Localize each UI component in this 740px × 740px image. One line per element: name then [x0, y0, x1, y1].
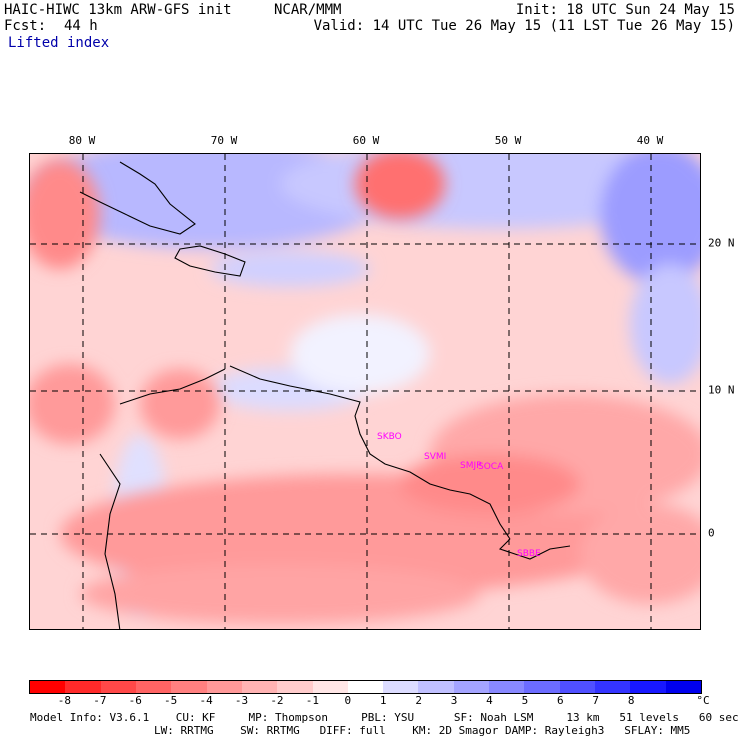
org-label: NCAR/MMM	[274, 2, 342, 18]
lon-label-60w: 60 W	[352, 134, 380, 147]
colorbar-tick-label: -7	[93, 694, 107, 707]
colorbar-swatch	[418, 681, 454, 693]
lat-lon-grid	[30, 154, 700, 629]
model-physics: LW: RRTMG SW: RRTMG DIFF: full KM: 2D Sm…	[154, 724, 691, 737]
colorbar-tick-label: 1	[379, 694, 387, 707]
map-canvas	[30, 154, 700, 629]
lon-label-50w: 50 W	[494, 134, 522, 147]
lifted-index-map	[29, 153, 701, 630]
valid-time: Valid: 14 UTC Tue 26 May 15 (11 LST Tue …	[313, 18, 735, 34]
colorbar-swatch	[241, 681, 278, 693]
lat-label-0: 0	[708, 526, 715, 540]
station-sbbe: SBBE	[517, 549, 541, 559]
colorbar-swatch	[665, 681, 701, 693]
colorbar-tick-label: 8	[627, 694, 635, 707]
colorbar-swatch	[171, 681, 207, 693]
colorbar-tick-label: -5	[164, 694, 178, 707]
colorbar-tick-label: 7	[592, 694, 600, 707]
lon-label-40w: 40 W	[636, 134, 664, 147]
colorbar-unit: °C	[696, 694, 710, 707]
colorbar-tick-label: -1	[305, 694, 319, 707]
colorbar-swatch	[312, 681, 348, 693]
colorbar-swatch	[453, 681, 490, 693]
station-svmi: SVMI	[424, 452, 447, 462]
field-name: Lifted index	[8, 35, 110, 51]
init-time: Init: 18 UTC Sun 24 May 15	[515, 2, 735, 18]
colorbar-tick-label: 4	[486, 694, 493, 707]
colorbar-tick-label: -4	[199, 694, 213, 707]
forecast-label: Fcst:	[4, 18, 47, 34]
coastlines	[79, 161, 571, 629]
colorbar-tick-label: -6	[128, 694, 142, 707]
colorbar-tick-label: 6	[557, 694, 564, 707]
forecast-hour: 44 h	[64, 18, 98, 34]
model-title: HAIC-HIWC 13km ARW-GFS init	[4, 2, 232, 18]
colorbar-swatch	[489, 681, 525, 693]
lat-label-20n: 20 N	[708, 236, 735, 250]
colorbar-swatch	[30, 681, 66, 693]
colorbar-swatch	[559, 681, 595, 693]
colorbar-tick-label: -3	[234, 694, 249, 707]
colorbar-swatch	[347, 681, 384, 693]
colorbar-swatch	[383, 681, 419, 693]
colorbar-swatch	[65, 681, 101, 693]
colorbar-swatch	[100, 681, 136, 693]
lon-label-70w: 70 W	[210, 134, 238, 147]
colorbar-swatch	[524, 681, 560, 693]
colorbar-tick-label: 0	[344, 694, 352, 707]
colorbar-swatch	[277, 681, 313, 693]
colorbar-swatch	[206, 681, 242, 693]
lon-label-80w: 80 W	[68, 134, 96, 147]
station-skbo: SKBO	[377, 432, 402, 442]
station-smjp: SMJP	[460, 461, 482, 471]
colorbar-swatch	[135, 681, 172, 693]
station-soca: SOCA	[478, 462, 504, 472]
colorbar-tick-label: 3	[450, 694, 458, 707]
colorbar-tick-label: 2	[415, 694, 422, 707]
colorbar-swatch	[595, 681, 631, 693]
colorbar-swatch	[630, 681, 666, 693]
colorbar-tick-label: -8	[57, 694, 72, 707]
colorbar	[29, 680, 702, 694]
lat-label-10n: 10 N	[708, 383, 735, 397]
model-info: Model Info: V3.6.1 CU: KF MP: Thompson P…	[30, 711, 739, 724]
colorbar-tick-label: -2	[270, 694, 284, 707]
colorbar-tick-label: 5	[521, 694, 529, 707]
